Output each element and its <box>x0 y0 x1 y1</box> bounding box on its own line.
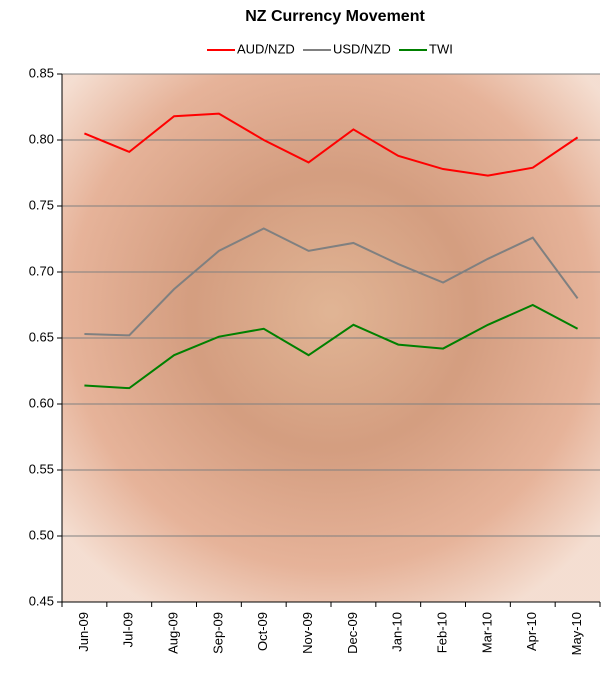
y-tick-label: 0.45 <box>29 593 54 608</box>
x-tick-label: Oct-09 <box>255 612 270 651</box>
legend-label: USD/NZD <box>333 41 391 56</box>
y-tick-label: 0.55 <box>29 461 54 476</box>
y-tick-label: 0.70 <box>29 263 54 278</box>
y-tick-label: 0.75 <box>29 197 54 212</box>
y-tick-label: 0.65 <box>29 329 54 344</box>
x-tick-label: Apr-10 <box>524 612 539 651</box>
x-tick-label: Mar-10 <box>479 612 494 653</box>
x-tick-label: May-10 <box>569 612 584 655</box>
y-tick-label: 0.80 <box>29 131 54 146</box>
x-tick-label: Sep-09 <box>210 612 225 654</box>
y-tick-label: 0.85 <box>29 65 54 80</box>
page: {"chart_data": {"type": "line", "title":… <box>0 0 604 677</box>
chart: NZ Currency Movement 0.45 0.50 0.55 0.60 0.6… <box>0 0 604 677</box>
chart-title: NZ Currency Movement <box>245 8 425 25</box>
x-tick-label: Jul-09 <box>121 612 136 647</box>
y-tick-label: 0.50 <box>29 527 54 542</box>
x-tick-label: Feb-10 <box>435 612 450 653</box>
x-tick-label: Jan-10 <box>390 612 405 652</box>
legend-label: TWI <box>429 41 453 56</box>
x-tick-label: Jun-09 <box>76 612 91 652</box>
x-tick-label: Aug-09 <box>166 612 181 654</box>
x-tick-label: Nov-09 <box>300 612 315 654</box>
y-tick-label: 0.60 <box>29 395 54 410</box>
x-tick-label: Dec-09 <box>345 612 360 654</box>
legend-label: AUD/NZD <box>237 41 295 56</box>
